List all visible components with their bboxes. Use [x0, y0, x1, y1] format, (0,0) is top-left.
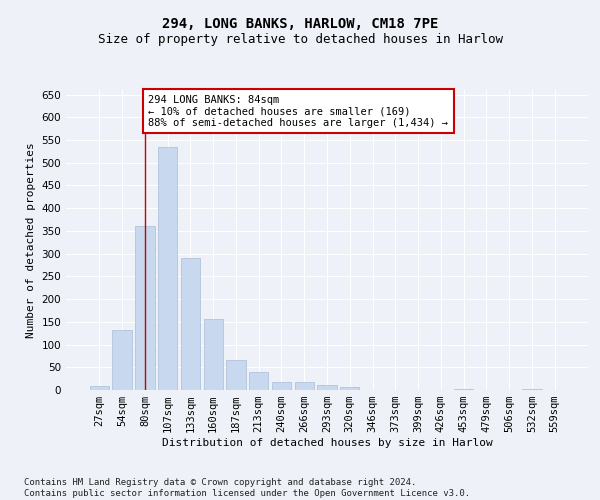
X-axis label: Distribution of detached houses by size in Harlow: Distribution of detached houses by size … [161, 438, 493, 448]
Bar [90, 386, 109, 390]
Text: Size of property relative to detached houses in Harlow: Size of property relative to detached ho… [97, 32, 503, 46]
Bar [317, 384, 337, 390]
Bar [158, 147, 178, 390]
Bar [454, 388, 473, 390]
Bar [340, 387, 359, 390]
Bar [522, 389, 542, 390]
Bar [272, 382, 291, 390]
Bar [135, 226, 155, 390]
Bar [249, 372, 268, 390]
Bar [203, 318, 223, 390]
Bar [181, 258, 200, 390]
Text: 294 LONG BANKS: 84sqm
← 10% of detached houses are smaller (169)
88% of semi-det: 294 LONG BANKS: 84sqm ← 10% of detached … [148, 94, 448, 128]
Bar [112, 330, 132, 390]
Y-axis label: Number of detached properties: Number of detached properties [26, 142, 36, 338]
Text: Contains HM Land Registry data © Crown copyright and database right 2024.
Contai: Contains HM Land Registry data © Crown c… [24, 478, 470, 498]
Text: 294, LONG BANKS, HARLOW, CM18 7PE: 294, LONG BANKS, HARLOW, CM18 7PE [162, 18, 438, 32]
Bar [295, 382, 314, 390]
Bar [226, 360, 245, 390]
